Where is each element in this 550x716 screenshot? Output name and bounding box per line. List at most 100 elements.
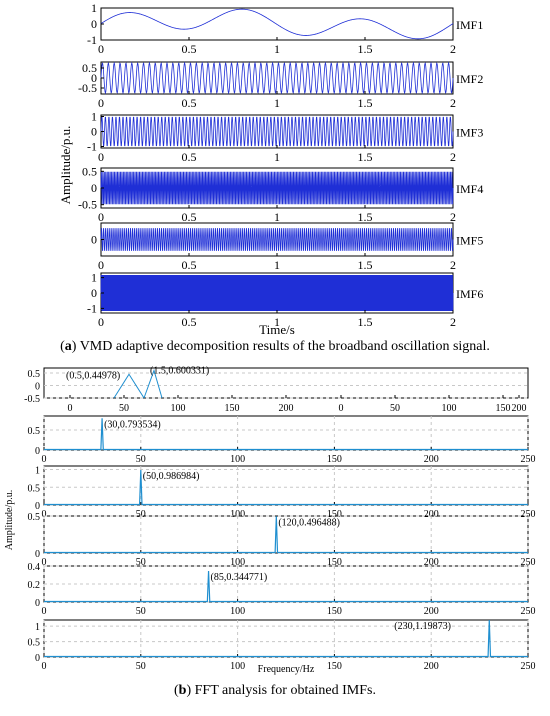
caption-b-text: FFT analysis for obtained IMFs. xyxy=(194,683,376,698)
y-tick-label: 0.4 xyxy=(28,562,41,573)
x-tick-label: 0 xyxy=(42,606,47,617)
y-axis-label: Amplitude/p.u. xyxy=(58,126,73,205)
x-tick-label: 2 xyxy=(450,96,456,110)
x-axis-label: Frequency/Hz xyxy=(258,664,315,675)
x-tick-label: 0 xyxy=(98,42,104,56)
peak-label: (1.5,0.600331) xyxy=(150,365,209,376)
y-tick-label: 0.5 xyxy=(82,61,97,75)
y-tick-label: 0 xyxy=(91,17,97,31)
peak-label: (50,0.986984) xyxy=(143,471,200,482)
y-tick-label: -0.5 xyxy=(24,394,40,405)
x-tick-label: 1 xyxy=(274,42,280,56)
caption-b-label: b xyxy=(178,683,187,698)
x-tick-label: 200 xyxy=(424,661,439,672)
spectrum-axes-frame xyxy=(43,619,529,658)
x-tick-label: 1.5 xyxy=(358,258,373,272)
x-tick-label: 100 xyxy=(171,403,186,414)
x-tick-label: 100 xyxy=(230,606,245,617)
x-tick-label: 200 xyxy=(512,403,527,414)
x-tick-label: 0 xyxy=(42,661,47,672)
imf-waveform-line xyxy=(100,8,454,40)
x-tick-label: 50 xyxy=(136,606,146,617)
y-tick-label: 1 xyxy=(91,110,97,124)
x-tick-label: 150 xyxy=(327,661,342,672)
imf-series-label: IMF1 xyxy=(456,18,483,32)
x-tick-label: 0 xyxy=(68,403,73,414)
x-tick-label: 0 xyxy=(98,150,104,164)
x-tick-label: 100 xyxy=(230,509,245,520)
x-tick-label: 2 xyxy=(450,210,456,224)
y-tick-label: 0 xyxy=(91,125,97,139)
x-tick-label: 100 xyxy=(442,403,457,414)
x-tick-label: 200 xyxy=(424,509,439,520)
x-tick-label: 1 xyxy=(274,258,280,272)
y-tick-label: 0.5 xyxy=(28,638,41,649)
y-tick-label: 1 xyxy=(35,466,40,477)
x-tick-label: 150 xyxy=(225,403,240,414)
caption-a: (a) VMD adaptive decomposition results o… xyxy=(60,339,490,354)
y-tick-label: 1 xyxy=(91,1,97,15)
x-tick-label: 0 xyxy=(98,96,104,110)
x-tick-label: 250 xyxy=(521,557,536,568)
imf-waveform-line xyxy=(100,275,454,311)
x-tick-label: 0.5 xyxy=(182,96,197,110)
x-tick-label: 150 xyxy=(496,403,511,414)
y-tick-label: 0.5 xyxy=(82,164,97,178)
peak-label: (30,0.793534) xyxy=(104,419,161,430)
y-tick-label: 0 xyxy=(35,382,40,393)
spectrum-peak-line xyxy=(44,570,528,603)
imf-waveform-line xyxy=(100,116,454,147)
imf-series-label: IMF5 xyxy=(456,234,483,248)
x-tick-label: 0.5 xyxy=(182,150,197,164)
x-tick-label: 1 xyxy=(274,210,280,224)
y-tick-label: -1 xyxy=(87,140,97,154)
x-tick-label: 1.5 xyxy=(358,150,373,164)
y-tick-label: 0.5 xyxy=(28,483,41,494)
y-tick-label: 0.5 xyxy=(28,512,41,523)
x-tick-label: 2 xyxy=(450,150,456,164)
y-tick-label: 0 xyxy=(35,653,40,664)
spectrum-peak-line xyxy=(143,368,163,399)
y-tick-label: -0.5 xyxy=(78,198,97,212)
y-tick-label: 0 xyxy=(35,446,40,457)
imf-series-label: IMF6 xyxy=(456,287,483,301)
x-tick-label: 50 xyxy=(119,403,129,414)
caption-b: (b) FFT analysis for obtained IMFs. xyxy=(174,683,376,698)
x-tick-label: 0.5 xyxy=(182,315,197,329)
x-tick-label: 0 xyxy=(42,557,47,568)
caption-a-label: a xyxy=(64,339,72,354)
x-tick-label: 250 xyxy=(521,454,536,465)
x-tick-label: 250 xyxy=(521,509,536,520)
x-tick-label: 1.5 xyxy=(358,42,373,56)
x-tick-label: 100 xyxy=(230,557,245,568)
x-tick-label: 50 xyxy=(136,454,146,465)
x-tick-label: 200 xyxy=(424,606,439,617)
x-tick-label: 50 xyxy=(136,661,146,672)
x-tick-label: 0 xyxy=(42,454,47,465)
y-tick-label: 0.5 xyxy=(28,369,41,380)
x-tick-label: 2 xyxy=(450,315,456,329)
x-tick-label: 0 xyxy=(98,210,104,224)
spectrum-peak-line xyxy=(44,418,528,451)
spectrum-peak-line xyxy=(113,373,145,399)
x-tick-label: 1.5 xyxy=(358,315,373,329)
y-tick-label: -1 xyxy=(87,301,97,315)
peak-label: (85,0.344771) xyxy=(211,572,268,583)
x-tick-label: 0.5 xyxy=(182,210,197,224)
x-tick-label: 0 xyxy=(98,258,104,272)
x-tick-label: 0 xyxy=(339,403,344,414)
x-tick-label: 150 xyxy=(327,606,342,617)
x-tick-label: 1 xyxy=(274,150,280,164)
y-axis-label: Amplitude/p.u. xyxy=(4,490,15,551)
y-tick-label: 0.2 xyxy=(28,580,41,591)
spectrum-peak-line xyxy=(44,620,528,658)
y-tick-label: 0 xyxy=(35,598,40,609)
x-axis-label: Time/s xyxy=(259,322,295,337)
y-tick-label: 0 xyxy=(91,71,97,85)
y-tick-label: 0 xyxy=(91,181,97,195)
y-tick-label: 0.5 xyxy=(28,426,41,437)
spectrum-peak-line xyxy=(44,469,528,506)
peak-label: (120,0.496488) xyxy=(278,517,340,528)
x-tick-label: 2 xyxy=(450,258,456,272)
y-tick-label: 1 xyxy=(35,622,40,633)
